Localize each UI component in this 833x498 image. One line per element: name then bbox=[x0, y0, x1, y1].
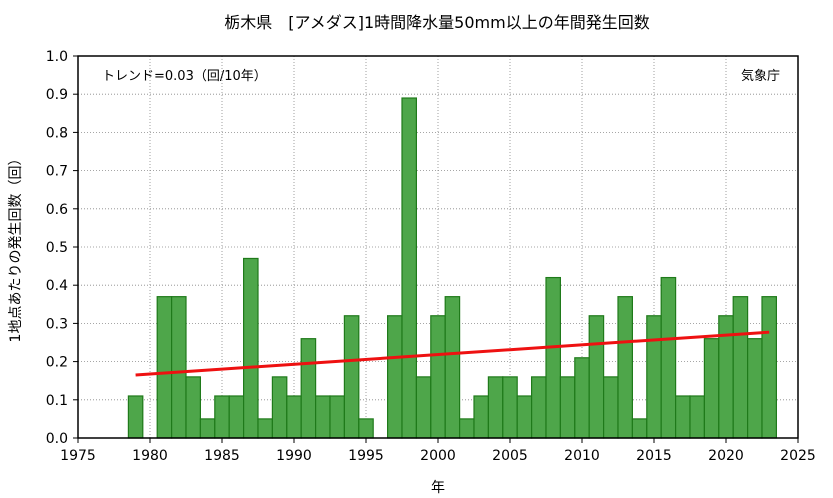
bar bbox=[574, 357, 590, 439]
y-tick-label: 0.2 bbox=[46, 355, 68, 371]
bar bbox=[286, 395, 302, 439]
bar bbox=[214, 395, 230, 439]
bar bbox=[358, 418, 374, 439]
bar bbox=[444, 296, 461, 439]
bar bbox=[516, 395, 533, 439]
bar bbox=[559, 376, 576, 439]
bar bbox=[473, 395, 489, 439]
bar bbox=[315, 395, 331, 439]
bar bbox=[746, 338, 763, 439]
bar bbox=[530, 376, 547, 439]
bar bbox=[171, 296, 187, 439]
bar bbox=[502, 376, 518, 439]
x-axis-label: 年 bbox=[431, 480, 445, 496]
bar bbox=[674, 395, 691, 439]
x-tick-label: 1990 bbox=[276, 448, 312, 464]
bar bbox=[329, 395, 345, 439]
bar bbox=[199, 418, 216, 439]
bar bbox=[459, 418, 475, 439]
bar bbox=[646, 315, 662, 439]
bar bbox=[387, 315, 403, 439]
y-tick-label: 0.8 bbox=[46, 125, 68, 141]
bar bbox=[588, 315, 605, 439]
x-tick-label: 1995 bbox=[348, 448, 384, 464]
bar bbox=[257, 418, 273, 439]
x-tick-label: 1980 bbox=[132, 448, 168, 464]
bar bbox=[271, 376, 288, 439]
y-tick-label: 0.4 bbox=[46, 278, 68, 294]
y-tick-label: 0.9 bbox=[46, 87, 68, 103]
bar bbox=[185, 376, 201, 439]
bar bbox=[602, 376, 619, 439]
bar bbox=[401, 97, 417, 439]
bar bbox=[631, 418, 648, 439]
y-axis: 0.0 0.1 0.2 0.3 0.4 0.5 0.6 0.7 0.8 0.9 1.0 bbox=[46, 49, 78, 447]
x-tick-label: 2000 bbox=[420, 448, 456, 464]
x-tick-label: 1985 bbox=[204, 448, 240, 464]
y-tick-label: 0.7 bbox=[46, 164, 68, 180]
x-tick-label: 2015 bbox=[636, 448, 672, 464]
bar bbox=[343, 315, 360, 439]
bar bbox=[228, 395, 245, 439]
bar bbox=[415, 376, 432, 439]
bar bbox=[703, 338, 720, 439]
y-tick-label: 1.0 bbox=[46, 49, 68, 65]
bar bbox=[761, 296, 777, 439]
source-label: 気象庁 bbox=[741, 68, 780, 84]
bar bbox=[300, 338, 317, 439]
y-tick-label: 0.0 bbox=[46, 431, 68, 447]
trend-line bbox=[135, 330, 770, 377]
y-axis-label: 1地点あたりの発生回数（回） bbox=[8, 152, 24, 343]
bar bbox=[660, 276, 677, 439]
y-tick-label: 0.6 bbox=[46, 202, 68, 218]
bar bbox=[243, 257, 259, 439]
bar bbox=[430, 315, 446, 439]
bar bbox=[689, 395, 705, 439]
bars bbox=[127, 97, 777, 439]
x-tick-label: 1975 bbox=[60, 448, 96, 464]
bar bbox=[127, 395, 144, 439]
trend-annotation: トレンド=0.03（回/10年） bbox=[102, 69, 267, 84]
x-tick-label: 2010 bbox=[564, 448, 600, 464]
y-tick-label: 0.5 bbox=[46, 240, 68, 256]
x-tick-label: 2020 bbox=[708, 448, 744, 464]
y-tick-label: 0.3 bbox=[46, 316, 68, 332]
bar bbox=[487, 376, 504, 439]
bar bbox=[617, 296, 633, 439]
x-tick-label: 2025 bbox=[780, 448, 816, 464]
x-tick-label: 2005 bbox=[492, 448, 528, 464]
y-tick-label: 0.1 bbox=[46, 393, 68, 409]
chart-title: 栃木県 [アメダス]1時間降水量50mm以上の年間発生回数 bbox=[224, 13, 649, 32]
bar bbox=[732, 296, 749, 439]
bar bbox=[545, 276, 561, 439]
bar bbox=[156, 296, 173, 439]
x-axis: 1975 1980 1985 1990 1995 2000 2005 2010 2015 2020… bbox=[60, 438, 816, 464]
